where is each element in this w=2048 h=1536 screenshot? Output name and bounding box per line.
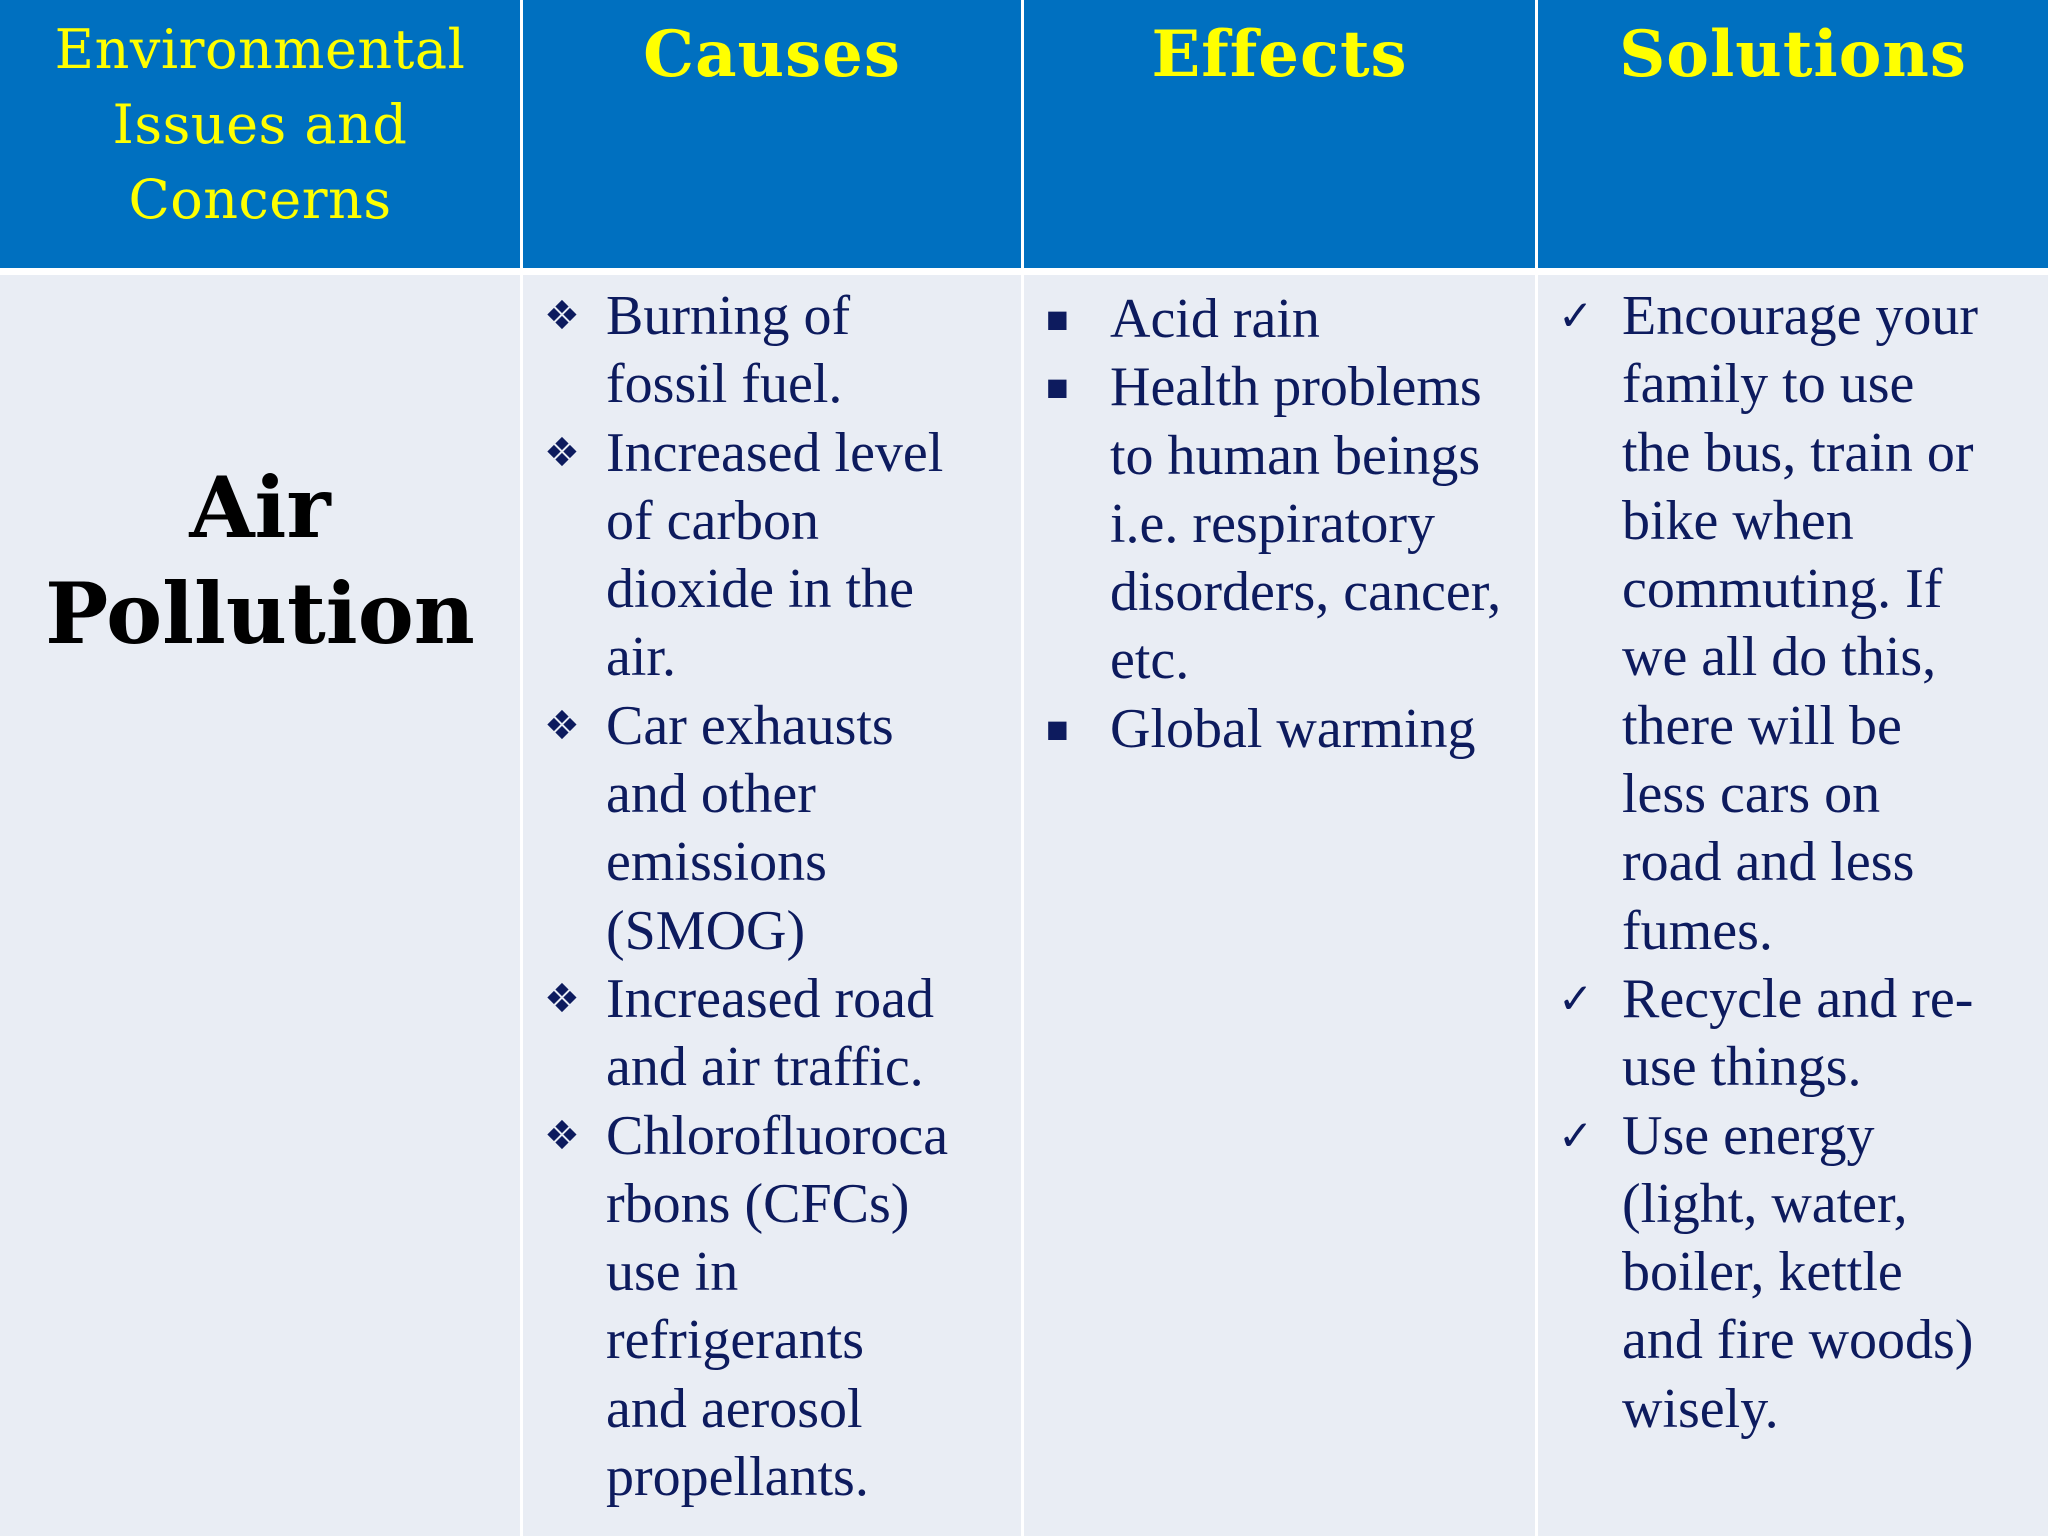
effect-text: Acid rain bbox=[1110, 288, 1320, 350]
cause-item: ❖ Car exhausts and other emissions (SMOG) bbox=[544, 692, 1026, 965]
solution-item: ✓ Recycle and re-use things. bbox=[1558, 965, 2048, 1102]
diamond-bullet-icon: ❖ bbox=[544, 429, 580, 476]
solution-item: ✓ Encourage your family to use the bus, tr… bbox=[1558, 282, 2048, 965]
solution-item: ✓ Use energy (light, water, boiler, kettle… bbox=[1558, 1102, 2048, 1443]
causes-list: ❖ Burning of fossil fuel. ❖ Increased lev… bbox=[544, 282, 1026, 1512]
effect-text: Health problems to human beings i.e. respi… bbox=[1110, 356, 1502, 692]
body-cell-issue bbox=[0, 275, 520, 1536]
effect-item: ■ Global warming bbox=[1046, 695, 1540, 763]
diamond-bullet-icon: ❖ bbox=[544, 293, 580, 339]
cause-text: Increased road and air traffic. bbox=[606, 967, 935, 1099]
checkmark-icon: ✓ bbox=[1558, 291, 1594, 340]
header-cell-effects: Effects bbox=[1024, 0, 1535, 268]
cause-item: ❖ Increased level of carbon dioxide in the… bbox=[544, 419, 1026, 692]
body-cell-causes bbox=[523, 275, 1021, 1536]
cause-item: ❖ Increased road and air traffic. bbox=[544, 965, 1026, 1102]
cause-text: Increased level of carbon dioxide in the ai… bbox=[606, 421, 944, 689]
header-causes-label: Causes bbox=[643, 17, 901, 92]
effect-text: Global warming bbox=[1110, 697, 1476, 760]
checkmark-icon: ✓ bbox=[1558, 1110, 1594, 1160]
diamond-bullet-icon: ❖ bbox=[544, 1112, 580, 1159]
header-effects-label: Effects bbox=[1151, 17, 1408, 92]
solution-text: Encourage your family to use the bus, trai… bbox=[1622, 285, 1979, 962]
cause-text: Car exhausts and other emissions (SMOG) bbox=[606, 694, 894, 962]
header-issue-label: Environmental Issues and Concerns bbox=[54, 18, 466, 231]
body-cell-effects bbox=[1024, 275, 1535, 1536]
effects-list: ■ Acid rain ■ Health problems to human be… bbox=[1046, 285, 1540, 763]
header-cell-causes: Causes bbox=[523, 0, 1021, 268]
cause-item: ❖ Chlorofluoroca rbons (CFCs) use in refrig… bbox=[544, 1102, 1026, 1512]
header-cell-issue: Environmental Issues and Concerns bbox=[0, 0, 520, 268]
cause-item: ❖ Burning of fossil fuel. bbox=[544, 282, 1026, 419]
square-bullet-icon: ■ bbox=[1046, 373, 1069, 402]
solution-text: Recycle and re-use things. bbox=[1622, 967, 1974, 1099]
effect-item: ■ Acid rain bbox=[1046, 285, 1540, 353]
header-cell-solutions: Solutions bbox=[1538, 0, 2048, 268]
effect-item: ■ Health problems to human beings i.e. res… bbox=[1046, 353, 1540, 694]
cause-text: Burning of fossil fuel. bbox=[606, 285, 851, 416]
body-cell-solutions bbox=[1538, 275, 2048, 1536]
checkmark-icon: ✓ bbox=[1558, 973, 1594, 1023]
cause-text: Chlorofluoroca rbons (CFCs) use in refriger… bbox=[606, 1104, 949, 1509]
solutions-list: ✓ Encourage your family to use the bus, tr… bbox=[1558, 282, 2048, 1443]
solution-text: Use energy (light, water, boiler, kettle an… bbox=[1622, 1104, 1974, 1440]
diamond-bullet-icon: ❖ bbox=[544, 702, 580, 749]
diamond-bullet-icon: ❖ bbox=[544, 975, 580, 1022]
issue-name: Air Pollution bbox=[45, 458, 475, 663]
square-bullet-icon: ■ bbox=[1046, 305, 1069, 333]
square-bullet-icon: ■ bbox=[1046, 714, 1069, 743]
header-solutions-label: Solutions bbox=[1619, 17, 1967, 92]
